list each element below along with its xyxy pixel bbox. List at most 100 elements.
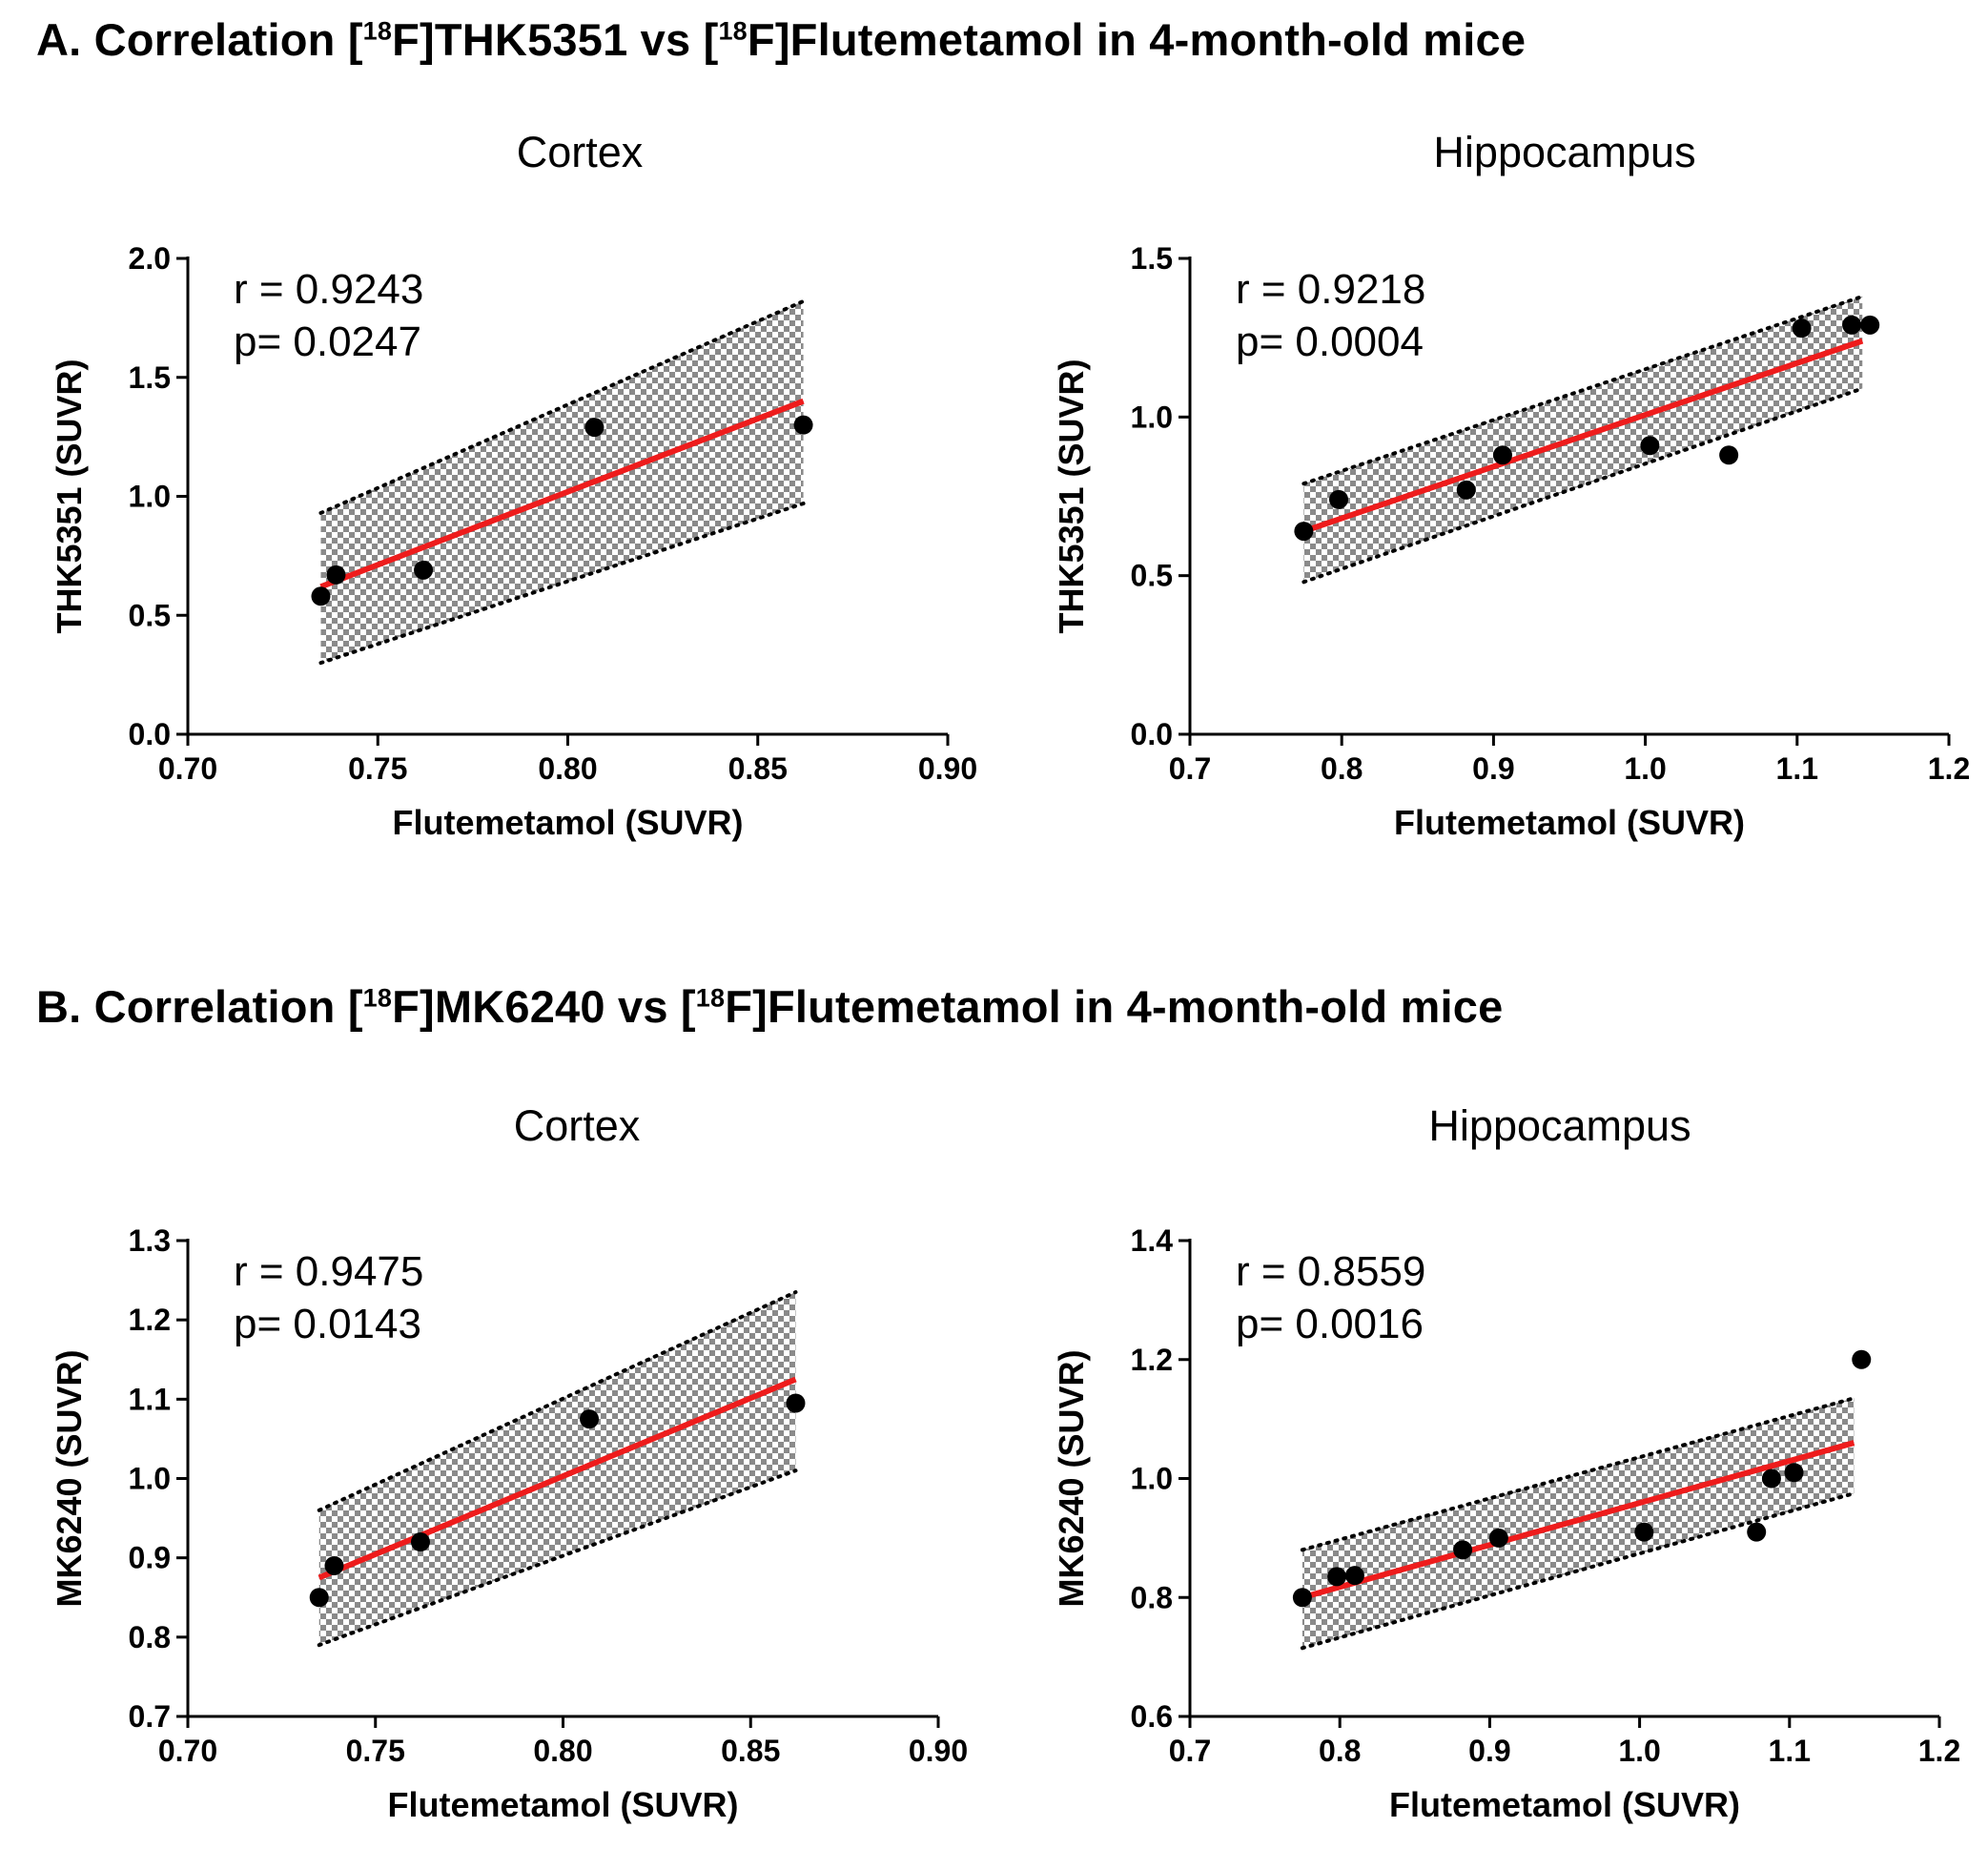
confidence-band bbox=[320, 300, 804, 664]
band-upper-line bbox=[318, 298, 806, 515]
confidence-band bbox=[1303, 296, 1863, 583]
x-tick-label: 1.0 bbox=[1624, 751, 1666, 786]
x-tick-label: 1.1 bbox=[1769, 1734, 1811, 1768]
data-point bbox=[1792, 318, 1812, 339]
y-tick-label: 0.8 bbox=[129, 1620, 171, 1654]
data-point bbox=[1456, 480, 1476, 500]
data-point bbox=[324, 1555, 344, 1575]
y-tick-label: 1.0 bbox=[1131, 1462, 1173, 1496]
y-axis-label: MK6240 (SUVR) bbox=[1052, 1349, 1091, 1607]
y-tick-label: 1.2 bbox=[129, 1303, 171, 1337]
r-value-text: r = 0.9243 bbox=[234, 266, 423, 313]
p-value-text: p= 0.0143 bbox=[234, 1301, 421, 1347]
x-tick-label: 0.80 bbox=[538, 751, 597, 786]
data-point bbox=[584, 418, 605, 438]
y-tick-label: 1.2 bbox=[1131, 1343, 1173, 1377]
x-tick-label: 0.75 bbox=[346, 1734, 405, 1768]
panel-title: Hippocampus bbox=[1433, 128, 1695, 176]
y-tick-label: 1.5 bbox=[1131, 241, 1173, 276]
section-b-title: B. Correlation [18F]MK6240 vs [18F]Flute… bbox=[36, 981, 1504, 1032]
r-value-text: r = 0.9475 bbox=[234, 1248, 423, 1295]
y-tick-label: 0.0 bbox=[1131, 717, 1173, 751]
data-point bbox=[1784, 1463, 1804, 1483]
x-tick-label: 0.7 bbox=[1169, 751, 1211, 786]
data-point bbox=[414, 560, 434, 580]
data-point bbox=[311, 586, 331, 606]
y-tick-label: 1.0 bbox=[129, 1462, 171, 1496]
data-point bbox=[1719, 445, 1739, 465]
r-value-text: r = 0.9218 bbox=[1236, 266, 1425, 313]
data-point bbox=[309, 1588, 329, 1608]
y-tick-label: 1.3 bbox=[129, 1223, 171, 1258]
band-lower-line bbox=[1300, 1491, 1856, 1651]
band-lower-line bbox=[1301, 386, 1865, 585]
band-upper-line bbox=[1301, 294, 1865, 486]
data-point bbox=[1292, 1588, 1312, 1608]
regression-line bbox=[318, 1376, 797, 1581]
x-tick-label: 0.9 bbox=[1472, 751, 1514, 786]
x-tick-label: 0.70 bbox=[158, 1734, 217, 1768]
x-tick-label: 0.8 bbox=[1321, 751, 1363, 786]
p-value-text: p= 0.0016 bbox=[1236, 1301, 1424, 1347]
band-upper-line bbox=[1300, 1396, 1856, 1552]
data-point bbox=[1488, 1528, 1508, 1548]
y-tick-label: 0.9 bbox=[129, 1541, 171, 1575]
p-value-text: p= 0.0247 bbox=[234, 318, 421, 365]
data-point bbox=[786, 1393, 806, 1413]
band-upper-line bbox=[317, 1290, 798, 1512]
panel-title: Hippocampus bbox=[1428, 1101, 1691, 1150]
plot-a-cortex: Cortex 0.0 0.5 1.0 1.5 2.0 0.70 0.75 0.80 0.85 0.9… bbox=[50, 128, 977, 842]
x-tick-label: 1.1 bbox=[1776, 751, 1818, 786]
y-tick-label: 0.8 bbox=[1131, 1580, 1173, 1614]
data-point bbox=[1761, 1468, 1781, 1489]
x-tick-label: 0.9 bbox=[1468, 1734, 1510, 1768]
y-tick-label: 0.7 bbox=[129, 1699, 171, 1734]
data-point bbox=[1860, 315, 1880, 335]
x-tick-label: 0.85 bbox=[728, 751, 788, 786]
y-tick-label: 1.5 bbox=[129, 360, 171, 395]
x-tick-label: 1.2 bbox=[1928, 751, 1970, 786]
data-point bbox=[1453, 1540, 1473, 1560]
y-tick-label: 0.0 bbox=[129, 717, 171, 751]
x-tick-label: 1.0 bbox=[1618, 1734, 1660, 1768]
data-point bbox=[1294, 522, 1314, 542]
confidence-band bbox=[318, 1292, 796, 1646]
data-point bbox=[580, 1409, 600, 1429]
data-point bbox=[1344, 1566, 1364, 1586]
x-axis-label: Flutemetamol (SUVR) bbox=[1389, 1785, 1740, 1824]
y-tick-label: 1.1 bbox=[129, 1382, 171, 1416]
x-tick-label: 0.80 bbox=[533, 1734, 592, 1768]
p-value-text: p= 0.0004 bbox=[1236, 318, 1424, 365]
y-tick-label: 0.5 bbox=[129, 598, 171, 632]
x-tick-label: 0.8 bbox=[1319, 1734, 1361, 1768]
x-axis-label: Flutemetamol (SUVR) bbox=[1394, 803, 1745, 842]
y-tick-label: 2.0 bbox=[129, 241, 171, 276]
x-tick-label: 0.90 bbox=[909, 1734, 968, 1768]
y-tick-label: 1.4 bbox=[1131, 1223, 1174, 1258]
band-lower-line bbox=[318, 501, 806, 666]
data-point bbox=[1634, 1522, 1654, 1542]
panel-title: Cortex bbox=[517, 128, 644, 176]
section-a-title: A. Correlation [18F]THK5351 vs [18F]Flut… bbox=[36, 14, 1527, 65]
y-axis-label: MK6240 (SUVR) bbox=[50, 1349, 89, 1607]
data-point bbox=[326, 565, 346, 585]
x-tick-label: 0.7 bbox=[1169, 1734, 1211, 1768]
data-point bbox=[1329, 489, 1349, 509]
data-point bbox=[1327, 1567, 1347, 1587]
regression-line bbox=[319, 398, 805, 590]
data-point bbox=[1852, 1349, 1872, 1369]
data-point bbox=[1747, 1522, 1767, 1542]
x-axis-label: Flutemetamol (SUVR) bbox=[387, 1785, 738, 1824]
y-tick-label: 1.0 bbox=[1131, 400, 1173, 434]
x-tick-label: 1.2 bbox=[1918, 1734, 1960, 1768]
y-tick-label: 0.6 bbox=[1131, 1699, 1173, 1734]
y-axis-label: THK5351 (SUVR) bbox=[1052, 359, 1091, 633]
y-tick-label: 1.0 bbox=[129, 480, 171, 514]
regression-line bbox=[1302, 338, 1864, 534]
plot-a-hippo: Hippocampus 0.0 0.5 1.0 1.5 0.7 0.8 0.9 1.0 1.1 1.… bbox=[1052, 128, 1970, 842]
x-tick-label: 0.90 bbox=[918, 751, 977, 786]
x-tick-label: 0.70 bbox=[158, 751, 217, 786]
plot-b-cortex: Cortex 0.7 0.8 0.9 1.0 1.1 1.2 1.3 0.70 0.75 0.80 0… bbox=[50, 1101, 968, 1824]
data-point bbox=[410, 1532, 430, 1552]
